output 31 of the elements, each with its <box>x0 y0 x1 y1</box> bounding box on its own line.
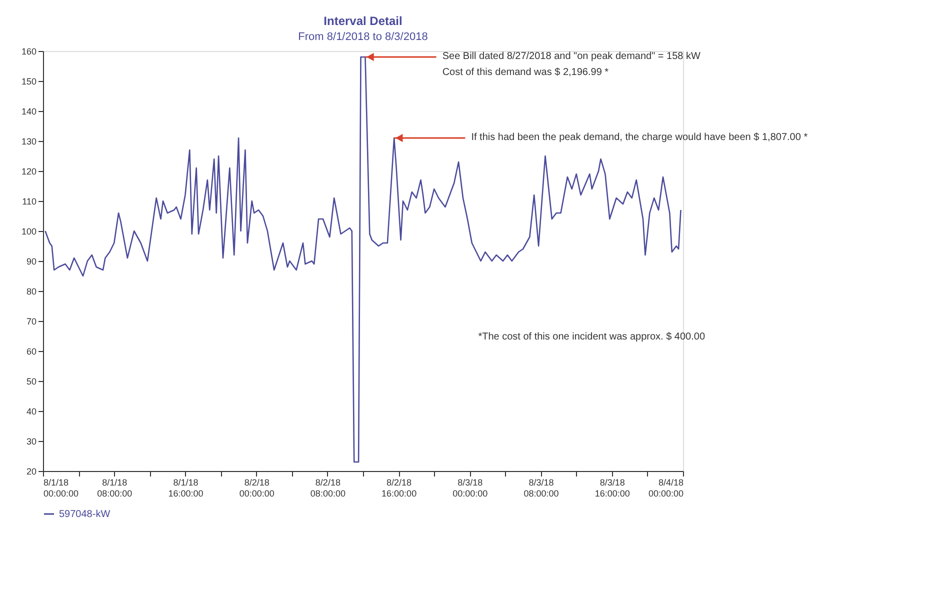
annotation: See Bill dated 8/27/2018 and "on peak demand" = 158 kW Cost of this demand was $ 2,196.99 * <box>442 51 702 78</box>
x-tick-label: 8/1/18 16:00:00 <box>168 478 204 498</box>
x-tick-label: 8/3/18 08:00:00 <box>524 478 559 498</box>
y-tick-label: 130 <box>21 136 36 146</box>
y-tick-label: 30 <box>26 436 36 446</box>
y-tick-label: 140 <box>21 106 36 116</box>
y-tick-label: 70 <box>26 316 36 326</box>
x-tick-label: 8/3/18 16:00:00 <box>594 478 630 498</box>
x-tick-label: 8/3/18 00:00:00 <box>452 478 488 498</box>
y-tick-label: 160 <box>21 46 36 56</box>
annotation: *The cost of this one incident was approx. $ 400.00 <box>478 332 706 343</box>
y-tick-label: 20 <box>26 466 36 476</box>
y-tick-label: 100 <box>21 226 36 236</box>
y-tick-label: 80 <box>26 286 36 296</box>
x-tick-label: 8/1/18 00:00:00 <box>44 478 79 498</box>
y-tick-label: 60 <box>26 346 36 356</box>
y-tick-label: 150 <box>21 76 36 86</box>
legend-label: 597048-kW <box>59 509 111 520</box>
y-tick-label: 120 <box>21 166 36 176</box>
x-tick-label: 8/2/18 08:00:00 <box>310 478 346 498</box>
x-tick-label: 8/2/18 16:00:00 <box>382 478 417 498</box>
y-tick-label: 40 <box>26 406 36 416</box>
chart-subtitle: From 8/1/2018 to 8/3/2018 <box>298 31 428 43</box>
x-tick-label: 8/2/18 00:00:00 <box>239 478 274 498</box>
y-tick-label: 90 <box>26 256 36 266</box>
x-tick-label: 8/1/18 08:00:00 <box>97 478 132 498</box>
y-tick-label: 50 <box>26 376 36 386</box>
x-tick-label: 8/4/18 00:00:00 <box>648 478 684 498</box>
annotation: If this had been the peak demand, the charge would have been $ 1,807.00 * <box>471 132 808 143</box>
y-tick-label: 110 <box>22 196 36 206</box>
chart-title: Interval Detail <box>324 14 402 28</box>
